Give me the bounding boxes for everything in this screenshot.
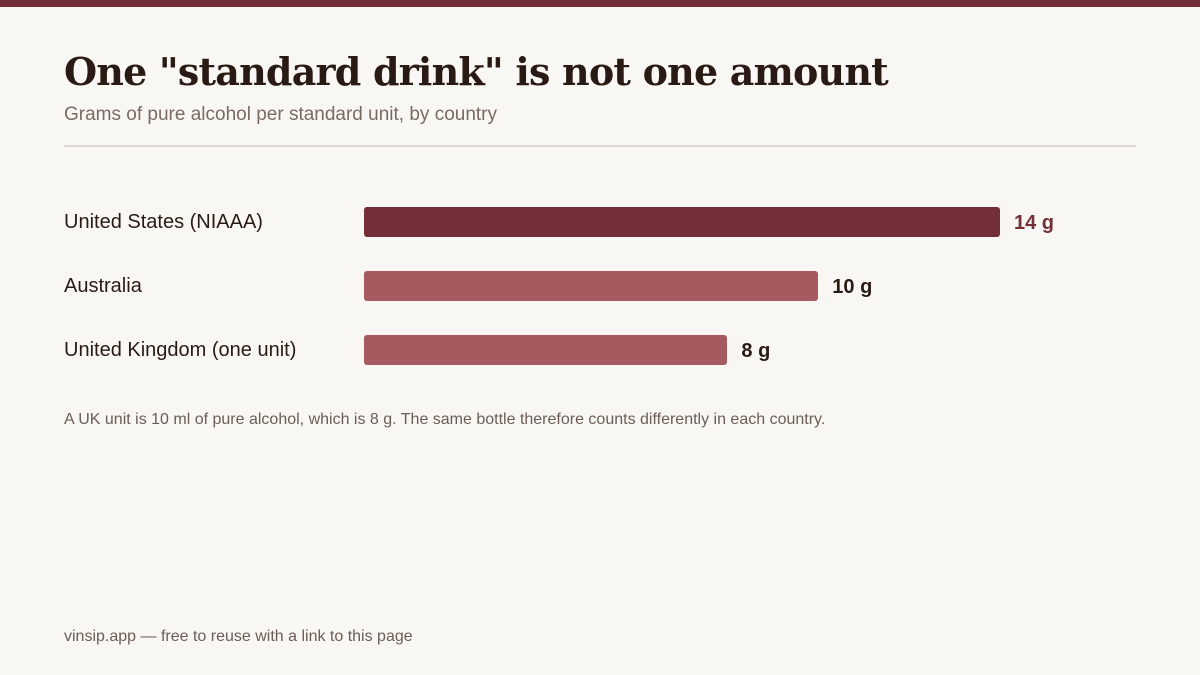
footer-credit: vinsip.app — free to reuse with a link t… bbox=[64, 628, 413, 645]
chart-subtitle: Grams of pure alcohol per standard unit,… bbox=[64, 104, 498, 125]
chart-note: A UK unit is 10 ml of pure alcohol, whic… bbox=[64, 411, 826, 428]
category-label: Australia bbox=[64, 275, 142, 297]
bar bbox=[364, 207, 1000, 237]
header-divider bbox=[64, 145, 1136, 147]
value-label: 10 g bbox=[832, 276, 873, 298]
value-label: 14 g bbox=[1014, 212, 1055, 234]
category-label: United Kingdom (one unit) bbox=[64, 339, 297, 361]
category-label: United States (NIAAA) bbox=[64, 211, 263, 233]
bar bbox=[364, 271, 819, 301]
bar bbox=[364, 335, 728, 365]
chart-title: One "standard drink" is not one amount bbox=[64, 49, 889, 94]
top-accent-bar bbox=[0, 0, 1200, 7]
value-label: 8 g bbox=[741, 340, 771, 362]
